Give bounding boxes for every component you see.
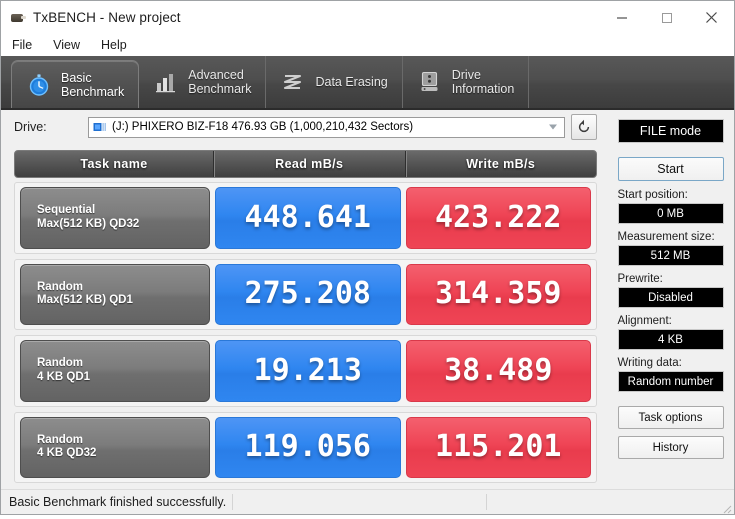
options-sidebar: FILE mode Start Start position: 0 MB Mea… [607,110,734,489]
drive-label: Drive: [14,120,47,134]
app-icon [10,10,26,26]
tab-label: Advanced Benchmark [188,68,252,96]
window-controls [599,1,734,34]
write-value-chip: 38.489 [405,340,591,402]
task-chip[interactable]: Random 4 KB QD32 [20,416,210,478]
status-divider [486,494,488,510]
column-header-read: Read mB/s [214,151,406,177]
tab-advanced-benchmark[interactable]: Advanced Benchmark [139,56,267,108]
task-options-button[interactable]: Task options [617,406,724,429]
read-value-chip: 275.208 [215,263,401,325]
read-value: 119.056 [244,429,371,465]
resize-grip-icon[interactable] [720,501,732,514]
write-value-chip: 423.222 [405,187,591,249]
main-column: Drive: (J:) PHIXERO BIZ-F18 476.93 GB (1… [1,110,607,489]
task-chip[interactable]: Random Max(512 KB) QD1 [20,263,210,325]
content-area: Drive: (J:) PHIXERO BIZ-F18 476.93 GB (1… [1,110,734,489]
benchmark-header: Task name Read mB/s Write mB/s [14,150,597,178]
read-value-chip: 448.641 [215,187,401,249]
mode-indicator[interactable]: FILE mode [617,119,724,143]
tab-label: Basic Benchmark [61,70,125,99]
menu-item-help[interactable]: Help [101,38,127,52]
drive-selected-text: (J:) PHIXERO BIZ-F18 476.93 GB (1,000,21… [112,121,414,133]
maximize-icon[interactable] [644,1,689,34]
measurement-size-label: Measurement size: [617,231,715,243]
title-bar: TxBENCH - New project [1,1,734,34]
read-value-chip: 19.213 [215,340,401,402]
hard-drive-icon [417,69,443,95]
status-bar: Basic Benchmark finished successfully. [1,489,734,514]
start-position-label: Start position: [617,189,688,201]
task-name: Random 4 KB QD1 [37,357,91,383]
bar-chart-icon [153,69,179,95]
drive-select[interactable]: (J:) PHIXERO BIZ-F18 476.93 GB (1,000,21… [88,116,565,138]
write-value: 115.201 [435,429,562,465]
start-position-value[interactable]: 0 MB [617,203,724,224]
read-value: 275.208 [244,276,371,312]
task-name: Random 4 KB QD32 [37,433,97,460]
write-value-chip: 115.201 [405,416,591,478]
drive-row: Drive: (J:) PHIXERO BIZ-F18 476.93 GB (1… [1,110,607,144]
history-button[interactable]: History [617,436,724,459]
tab-label: Data Erasing [315,75,388,89]
write-value-chip: 314.359 [405,263,591,325]
write-value: 314.359 [435,276,562,312]
start-button[interactable]: Start [617,157,724,181]
task-chip[interactable]: Random 4 KB QD1 [20,340,210,402]
chevron-down-icon[interactable] [549,124,557,130]
column-header-write: Write mB/s [466,157,536,171]
benchmark-panel: Task name Read mB/s Write mB/s Sequentia… [14,150,597,483]
stopwatch-icon [26,72,52,98]
tab-data-erasing[interactable]: Data Erasing [266,56,403,108]
status-message: Basic Benchmark finished successfully. [9,495,227,509]
writing-data-label: Writing data: [617,357,682,369]
menu-item-view[interactable]: View [53,38,81,52]
tab-basic-benchmark[interactable]: Basic Benchmark [11,60,140,108]
prewrite-label: Prewrite: [617,273,663,285]
status-pane-2 [493,494,734,510]
status-divider [232,494,234,510]
minimize-icon[interactable] [599,1,644,34]
menu-item-file[interactable]: File [12,38,33,52]
status-pane [239,494,480,510]
read-value-chip: 119.056 [215,416,401,478]
writing-data-value[interactable]: Random number [617,371,724,392]
drive-icon [93,121,107,133]
alignment-value[interactable]: 4 KB [617,329,724,350]
table-row: Random Max(512 KB) QD1 275.208 314.359 [14,258,597,330]
task-name: Random Max(512 KB) QD1 [37,280,133,307]
window-title: TxBENCH - New project [33,10,181,25]
tab-drive-information[interactable]: Drive Information [403,56,530,108]
tab-strip: Basic Benchmark Advanced Benchmark Data … [1,56,734,110]
refresh-button[interactable] [571,114,597,140]
task-name: Sequential Max(512 KB) QD32 [37,204,140,230]
benchmark-rows: Sequential Max(512 KB) QD32 448.641 423.… [14,178,597,483]
prewrite-value[interactable]: Disabled [617,287,724,308]
close-icon[interactable] [689,1,734,34]
read-value: 19.213 [253,352,362,388]
read-value: 448.641 [244,199,371,235]
write-value: 38.489 [444,352,553,388]
menu-bar: File View Help [1,34,734,56]
waves-icon [280,69,306,95]
write-value: 423.222 [435,199,562,235]
column-header-task-name: Task name [15,151,214,177]
table-row: Random 4 KB QD32 119.056 115.201 [14,411,597,483]
table-row: Sequential Max(512 KB) QD32 448.641 423.… [14,182,597,254]
alignment-label: Alignment: [617,315,672,327]
refresh-icon [578,119,590,133]
tab-label: Drive Information [451,68,515,96]
table-row: Random 4 KB QD1 19.213 38.489 [14,335,597,407]
measurement-size-value[interactable]: 512 MB [617,245,724,266]
task-chip[interactable]: Sequential Max(512 KB) QD32 [20,187,210,249]
